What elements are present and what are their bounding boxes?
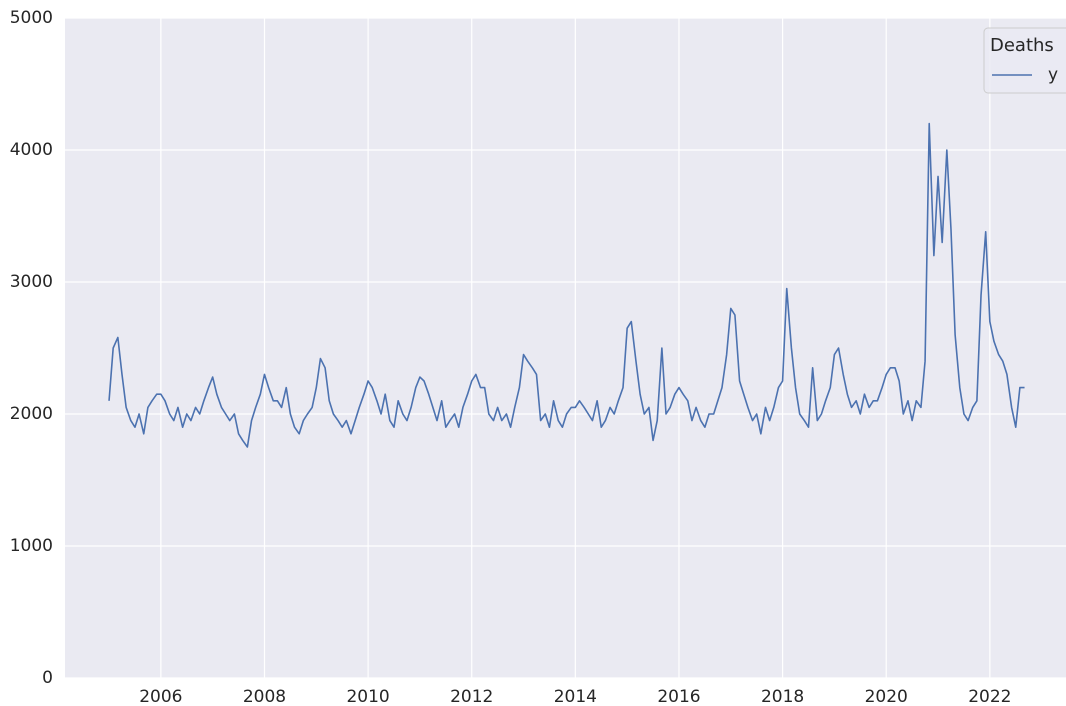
y-tick-label: 1000 <box>10 536 53 556</box>
plot-area <box>65 18 1066 678</box>
grid <box>65 17 1066 679</box>
y-tick-label: 3000 <box>10 272 53 292</box>
legend-box <box>983 27 1066 94</box>
x-tick-label: 2006 <box>139 687 182 706</box>
y-tick-label: 2000 <box>10 404 53 424</box>
legend: Deaths y <box>983 27 1066 94</box>
legend-title: Deaths <box>990 35 1054 56</box>
y-tick-label: 4000 <box>10 140 53 160</box>
x-tick-label: 2016 <box>657 687 700 706</box>
x-tick-label: 2012 <box>450 687 493 706</box>
x-tick-label: 2022 <box>968 687 1011 706</box>
y-tick-label: 5000 <box>10 8 53 28</box>
y-tick-label: 0 <box>42 668 53 688</box>
x-tick-label: 2010 <box>346 687 389 706</box>
marks <box>108 122 1025 448</box>
x-tick-label: 2018 <box>761 687 804 706</box>
x-tick-label: 2008 <box>243 687 286 706</box>
legend-label: y <box>1048 65 1058 85</box>
line <box>108 122 1025 448</box>
x-tick-label: 2020 <box>865 687 908 706</box>
x-tick-label: 2014 <box>554 687 597 706</box>
